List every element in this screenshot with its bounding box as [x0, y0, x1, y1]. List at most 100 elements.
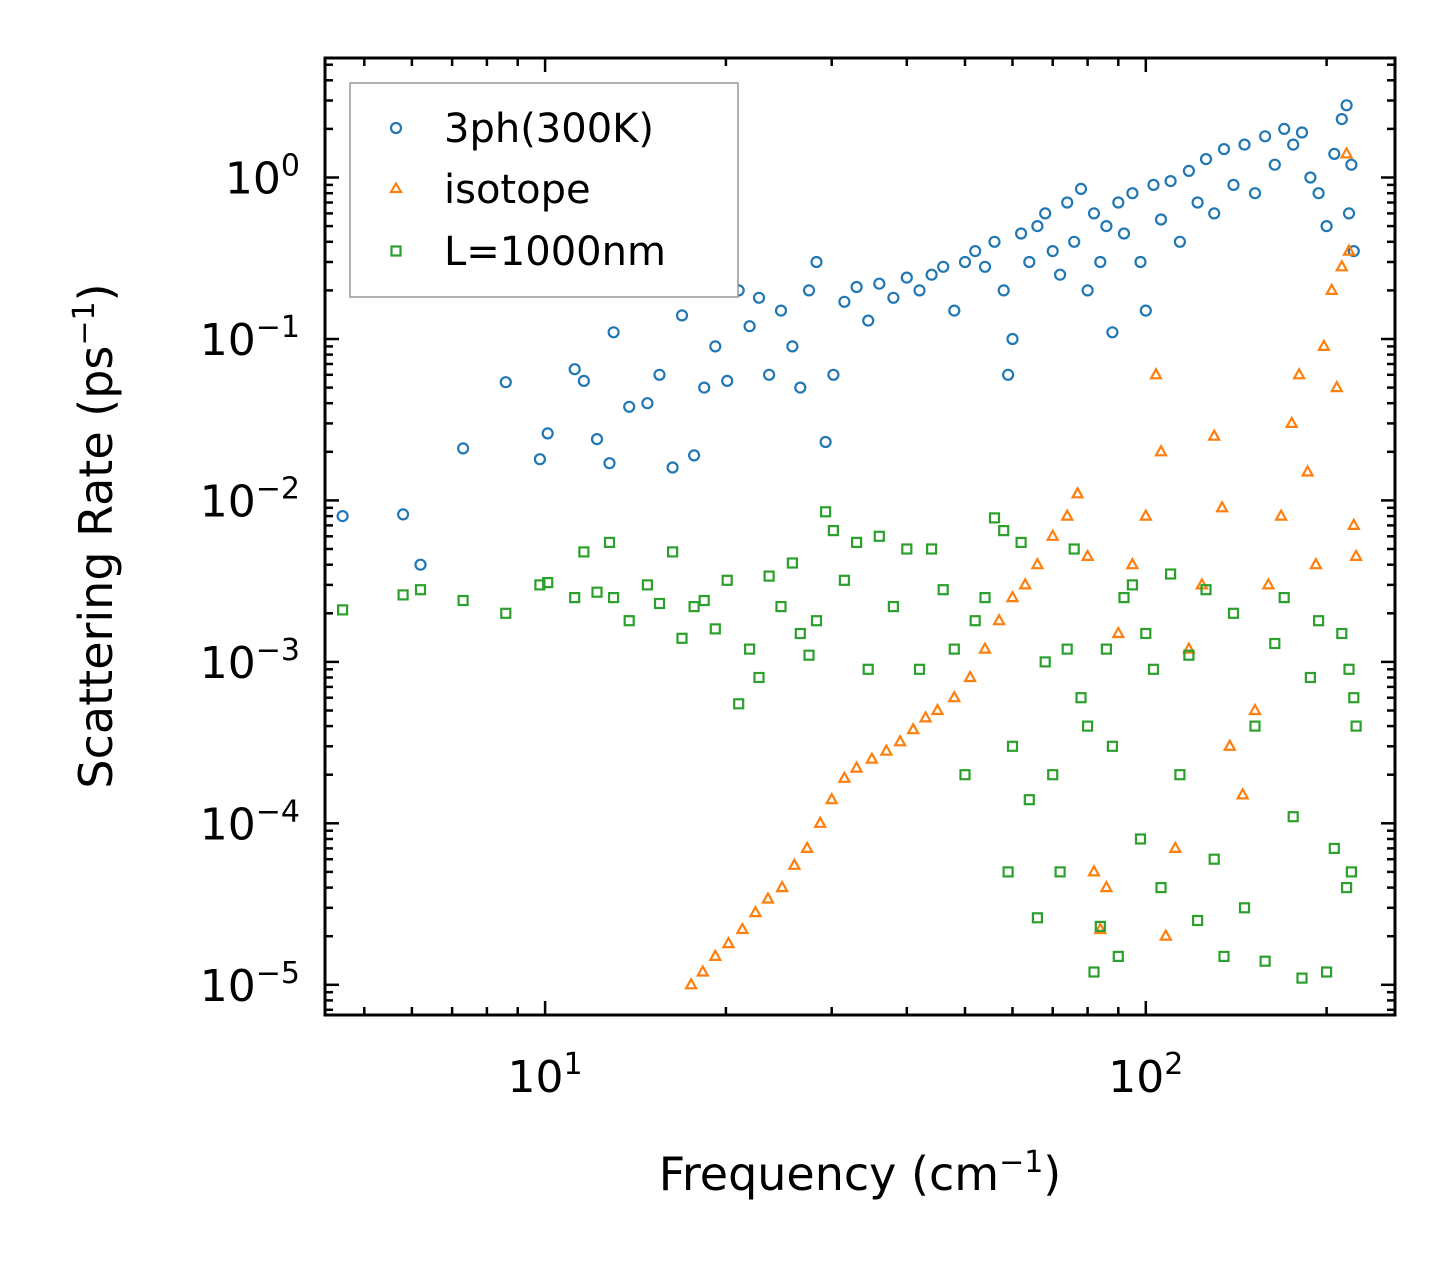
point-circle-37 — [900, 271, 913, 284]
legend-marker-3ph — [389, 121, 403, 135]
point-triangle-12 — [837, 770, 852, 783]
point-square-32 — [838, 574, 851, 586]
point-circle-60 — [1094, 255, 1107, 269]
point-circle-65 — [1126, 187, 1139, 200]
point-circle-45 — [988, 235, 1001, 248]
point-square-15 — [666, 546, 679, 558]
point-circle-32 — [838, 295, 851, 308]
point-circle-86 — [1312, 187, 1325, 200]
point-square-57 — [1075, 692, 1087, 704]
point-square-85 — [1304, 671, 1317, 684]
point-square-20 — [721, 574, 733, 586]
point-square-49 — [1015, 536, 1027, 549]
point-circle-77 — [1227, 178, 1240, 191]
point-square-70 — [1164, 568, 1177, 580]
point-triangle-38 — [1154, 444, 1168, 457]
point-circle-2 — [414, 558, 427, 571]
point-square-53 — [1047, 769, 1059, 781]
point-circle-63 — [1112, 196, 1125, 209]
point-square-17 — [688, 600, 700, 613]
point-circle-79 — [1248, 187, 1262, 200]
y-tick-label-1: 10−1 — [200, 310, 300, 366]
point-circle-29 — [810, 255, 823, 269]
point-square-18 — [698, 594, 710, 607]
point-triangle-23 — [992, 612, 1006, 626]
point-triangle-8 — [787, 857, 802, 870]
point-square-80 — [1259, 955, 1271, 967]
point-square-24 — [763, 570, 775, 582]
point-triangle-40 — [1168, 840, 1183, 853]
point-triangle-25 — [1018, 577, 1033, 590]
point-circle-1 — [397, 508, 410, 521]
point-triangle-55 — [1324, 282, 1339, 295]
point-triangle-20 — [947, 689, 962, 703]
point-triangle-28 — [1060, 508, 1075, 521]
point-circle-78 — [1238, 138, 1251, 151]
point-circle-4 — [499, 376, 512, 389]
point-triangle-16 — [893, 734, 907, 747]
point-square-65 — [1126, 579, 1139, 591]
point-circle-16 — [675, 309, 689, 322]
point-circle-44 — [978, 260, 992, 273]
point-circle-75 — [1208, 207, 1221, 220]
point-circle-61 — [1100, 220, 1113, 233]
point-square-61 — [1100, 643, 1113, 655]
point-circle-40 — [937, 260, 950, 273]
point-square-5 — [534, 579, 546, 591]
point-square-81 — [1269, 637, 1281, 650]
point-square-87 — [1320, 966, 1333, 978]
point-triangle-58 — [1339, 146, 1354, 159]
point-square-90 — [1340, 881, 1353, 894]
y-tick-label-2: 10−2 — [200, 471, 300, 527]
data-marks — [336, 99, 1363, 990]
point-circle-27 — [794, 381, 807, 394]
point-circle-84 — [1295, 126, 1309, 139]
point-square-9 — [591, 586, 603, 598]
point-triangle-54 — [1317, 338, 1331, 351]
point-circle-42 — [958, 255, 972, 269]
point-triangle-21 — [963, 669, 977, 683]
point-square-0 — [337, 604, 349, 616]
point-square-39 — [925, 543, 938, 555]
point-circle-51 — [1031, 220, 1044, 233]
point-circle-35 — [873, 277, 886, 290]
point-square-84 — [1296, 972, 1308, 984]
point-triangle-24 — [1005, 589, 1020, 603]
point-circle-76 — [1217, 143, 1231, 156]
point-circle-70 — [1164, 175, 1177, 188]
point-square-55 — [1061, 643, 1073, 655]
point-square-40 — [937, 584, 949, 596]
point-square-62 — [1106, 740, 1119, 752]
point-circle-28 — [802, 284, 816, 297]
legend: 3ph(300K) isotope L=1000nm — [349, 82, 739, 298]
point-circle-57 — [1074, 182, 1088, 195]
point-triangle-37 — [1149, 367, 1163, 380]
point-circle-74 — [1199, 153, 1213, 166]
point-square-4 — [500, 607, 512, 619]
point-square-50 — [1023, 794, 1035, 806]
point-circle-9 — [590, 433, 604, 446]
point-triangle-36 — [1138, 508, 1153, 521]
point-square-94 — [1350, 720, 1362, 732]
point-square-66 — [1134, 833, 1147, 845]
point-triangle-48 — [1261, 577, 1276, 590]
point-square-43 — [969, 615, 981, 627]
x-tick-label-0: 101 — [508, 1047, 583, 1103]
point-circle-73 — [1191, 196, 1204, 209]
point-triangle-26 — [1030, 556, 1045, 570]
point-circle-52 — [1039, 207, 1052, 220]
point-triangle-52 — [1300, 464, 1315, 477]
x-axis-label: Frequency (cm−1) — [659, 1145, 1062, 1201]
point-circle-67 — [1139, 304, 1152, 317]
point-square-28 — [803, 649, 815, 661]
point-circle-81 — [1268, 158, 1281, 171]
point-circle-93 — [1347, 245, 1360, 258]
point-square-56 — [1068, 543, 1080, 555]
point-circle-6 — [541, 427, 554, 440]
point-square-69 — [1155, 881, 1167, 894]
point-triangle-11 — [824, 791, 839, 805]
point-circle-39 — [925, 268, 938, 281]
point-circle-19 — [709, 340, 722, 353]
point-circle-62 — [1106, 326, 1119, 339]
legend-label-3ph: 3ph(300K) — [444, 106, 654, 152]
